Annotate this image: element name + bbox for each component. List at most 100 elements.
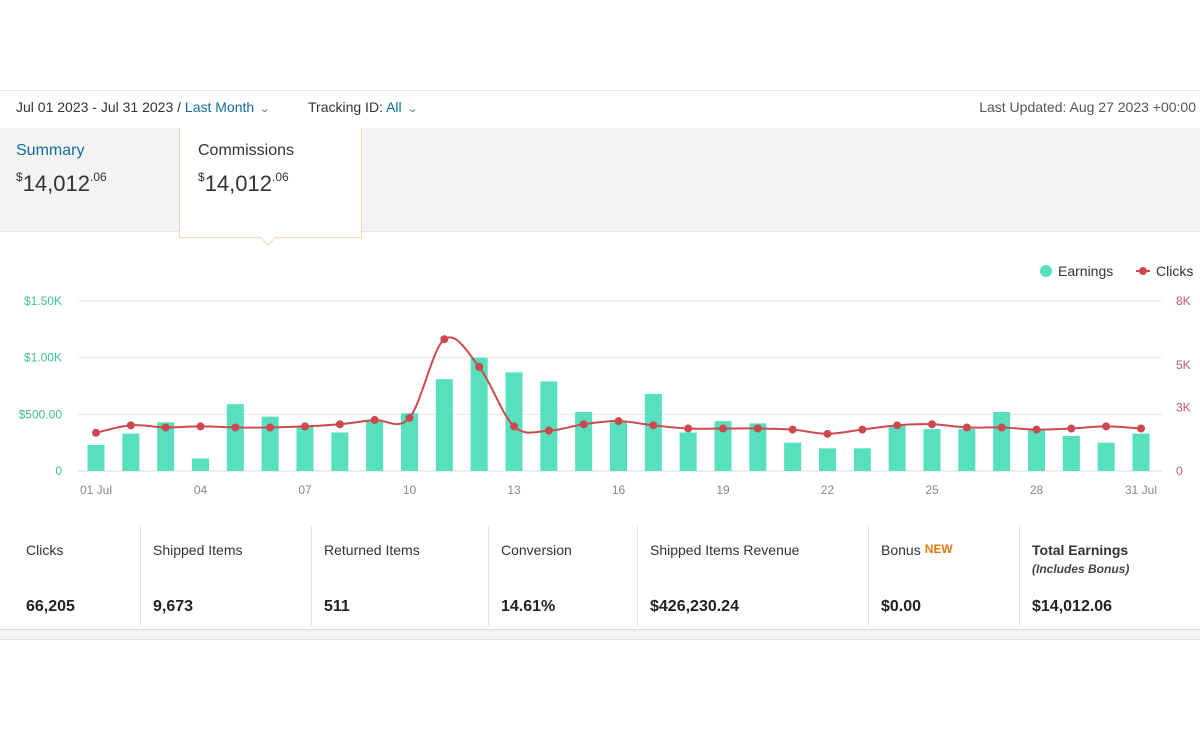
x-axis-tick-label: 13 xyxy=(507,483,521,497)
tracking-id-selector[interactable]: Tracking ID: All ⌄ xyxy=(308,99,419,115)
earnings-bar xyxy=(610,422,627,471)
earnings-bar xyxy=(575,412,593,471)
metric-shipped-items: Shipped Items 9,673 xyxy=(141,526,312,626)
currency-symbol: $ xyxy=(16,170,23,184)
earnings-bar xyxy=(226,404,244,471)
earnings-bar xyxy=(749,423,767,471)
tracking-id-value[interactable]: All xyxy=(386,99,402,115)
earnings-bar xyxy=(993,412,1011,471)
earnings-bar xyxy=(1132,433,1150,471)
tracking-id-label: Tracking ID: xyxy=(308,99,387,115)
left-axis-tick-label: 0 xyxy=(55,464,62,478)
metric-returned-items: Returned Items 511 xyxy=(312,526,489,626)
clicks-point xyxy=(649,421,658,430)
earnings-dot-icon xyxy=(1040,265,1052,277)
earnings-bar xyxy=(401,413,418,471)
clicks-point xyxy=(440,335,449,344)
earnings-bar xyxy=(819,448,836,471)
date-range-text: Jul 01 2023 - Jul 31 2023 / xyxy=(16,99,185,115)
earnings-bar xyxy=(296,426,314,471)
report-toolbar: Jul 01 2023 - Jul 31 2023 / Last Month ⌄ … xyxy=(0,90,1200,128)
earnings-bar xyxy=(505,372,523,471)
chevron-down-icon[interactable]: ⌄ xyxy=(258,103,271,115)
metric-value: 66,205 xyxy=(26,598,75,615)
earnings-bar xyxy=(87,444,105,471)
commissions-amount-whole: 14,012 xyxy=(204,171,272,196)
clicks-point xyxy=(1032,425,1041,434)
date-range-selector[interactable]: Jul 01 2023 - Jul 31 2023 / Last Month ⌄ xyxy=(16,99,271,115)
total-earnings-label: Total Earnings xyxy=(1032,542,1129,558)
right-axis-tick-label: 0 xyxy=(1176,464,1183,478)
metric-label: Shipped Items Revenue xyxy=(650,542,800,558)
clicks-point xyxy=(719,424,727,433)
earnings-bar xyxy=(192,458,209,471)
bonus-label: Bonus xyxy=(881,542,921,558)
commissions-tab[interactable]: Commissions $14,012.06 xyxy=(179,128,362,238)
earnings-bar xyxy=(470,357,488,471)
earnings-bar xyxy=(540,381,558,471)
clicks-point xyxy=(753,424,762,433)
clicks-point xyxy=(684,424,693,433)
clicks-point xyxy=(126,421,135,430)
earnings-bar xyxy=(888,425,906,471)
period-link[interactable]: Last Month xyxy=(184,99,255,115)
earnings-bar xyxy=(923,429,941,471)
earnings-bar xyxy=(157,422,175,471)
x-axis-tick-label: 19 xyxy=(716,483,730,497)
commissions-amount-cents: .06 xyxy=(271,170,289,184)
clicks-point xyxy=(858,425,867,434)
clicks-point xyxy=(893,421,902,430)
metric-value: $426,230.24 xyxy=(650,598,739,615)
left-axis-tick-label: $1.50K xyxy=(24,294,62,308)
x-axis-tick-label: 01 Jul xyxy=(80,483,112,497)
x-axis-tick-label: 25 xyxy=(925,483,939,497)
legend-clicks[interactable]: Clicks xyxy=(1136,263,1193,279)
chevron-down-icon[interactable]: ⌄ xyxy=(406,103,419,115)
metric-value: $14,012.06 xyxy=(1032,598,1113,615)
earnings-bar xyxy=(366,420,384,471)
metric-label: Conversion xyxy=(501,542,572,558)
earnings-bar xyxy=(679,432,697,471)
clicks-point xyxy=(335,420,344,429)
x-axis-tick-label: 28 xyxy=(1030,483,1044,497)
clicks-point xyxy=(962,423,971,432)
clicks-point xyxy=(823,429,832,438)
x-axis-tick-label: 31 Jul xyxy=(1125,483,1157,497)
clicks-point xyxy=(1102,422,1111,431)
clicks-point xyxy=(579,420,588,429)
x-axis-tick-label: 16 xyxy=(612,483,626,497)
last-updated-text: Last Updated: Aug 27 2023 +00:00 xyxy=(979,99,1196,115)
commissions-title: Commissions xyxy=(198,142,295,159)
legend-earnings[interactable]: Earnings xyxy=(1040,263,1113,279)
summary-title[interactable]: Summary xyxy=(16,142,85,159)
x-axis-tick-label: 07 xyxy=(298,483,312,497)
earnings-bar xyxy=(1097,442,1115,471)
metric-shipped-items-revenue: Shipped Items Revenue $426,230.24 xyxy=(638,526,869,626)
metric-value: 511 xyxy=(324,598,350,615)
right-axis-tick-label: 3K xyxy=(1176,400,1191,414)
metric-value: 14.61% xyxy=(501,598,556,615)
left-axis-tick-label: $1.00K xyxy=(24,351,62,365)
summary-amount-cents: .06 xyxy=(89,170,107,184)
clicks-point xyxy=(997,423,1006,432)
earnings-bar xyxy=(1028,430,1045,471)
legend-clicks-label: Clicks xyxy=(1156,263,1194,279)
clicks-point xyxy=(788,425,797,434)
clicks-point xyxy=(1137,424,1145,433)
earnings-bar xyxy=(784,442,802,471)
summary-tab[interactable]: Summary $14,012.06 xyxy=(16,142,107,197)
metric-value: $0.00 xyxy=(881,598,922,615)
clicks-point xyxy=(196,422,205,431)
clicks-point xyxy=(370,416,379,424)
clicks-point xyxy=(475,362,484,371)
new-badge: NEW xyxy=(924,542,953,556)
metric-value: 9,673 xyxy=(153,598,194,615)
clicks-point xyxy=(266,423,275,432)
clicks-point xyxy=(614,417,623,426)
currency-symbol: $ xyxy=(198,170,205,184)
x-axis-tick-label: 22 xyxy=(821,483,835,497)
metric-label: Total Earnings (Includes Bonus) xyxy=(1032,542,1129,576)
chart-canvas: 0 $500.00 $1.00K $1.50K 0 3K 5K 8K 01 Jul 04 07 10 1… xyxy=(19,294,1191,497)
clicks-point xyxy=(928,420,936,429)
clicks-point xyxy=(544,426,553,435)
